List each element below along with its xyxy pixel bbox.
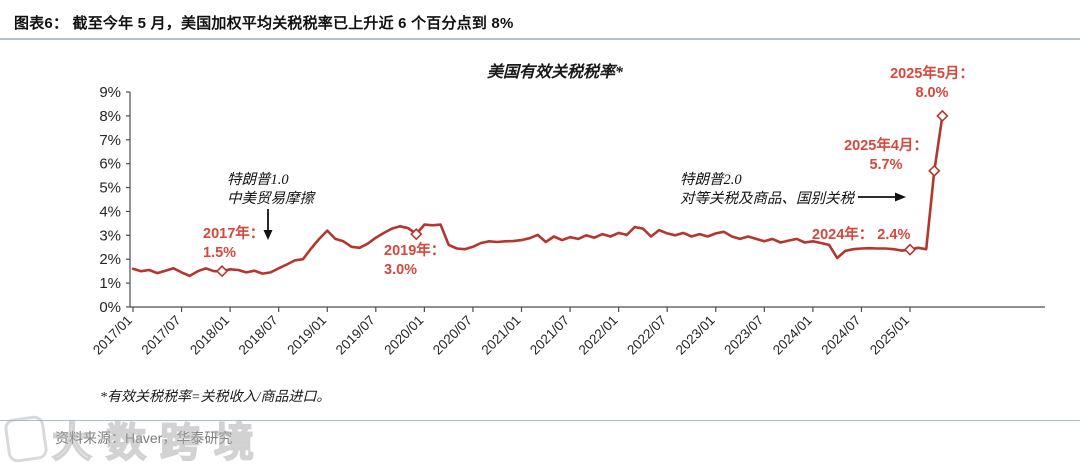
y-tick-label: 8%: [99, 108, 121, 125]
label-2024: 2024年： 2.4%: [812, 227, 911, 243]
x-tick-label: 2018/07: [236, 313, 281, 358]
label-2025-may-line2: 8.0%: [915, 85, 949, 101]
x-tick-label: 2024/01: [770, 313, 815, 358]
bottom-divider: [0, 420, 1080, 421]
x-tick-label: 2019/07: [333, 313, 378, 358]
annotation-trump2-line2: 对等关税及商品、国别关税: [680, 191, 854, 207]
label-2017-line1: 2017年：: [203, 226, 265, 242]
x-tick-label: 2021/01: [478, 313, 523, 358]
annotation-trump2-line1: 特朗普2.0: [680, 172, 742, 188]
x-tick-label: 2017/07: [139, 313, 184, 358]
label-2017: 2017年： 1.5%: [203, 225, 264, 263]
x-tick-label: 2023/07: [721, 313, 766, 358]
annotation-trump2: 特朗普2.0 对等关税及商品、国别关税: [680, 171, 854, 209]
x-tick-label: 2018/01: [187, 313, 232, 358]
annotation-trump1-line2: 中美贸易摩擦: [227, 191, 314, 207]
down-arrow-icon: [263, 230, 273, 240]
figure-header: 图表6： 截至今年 5 月，美国加权平均关税税率已上升近 6 个百分点到 8%: [14, 12, 1066, 33]
label-2019-line2: 3.0%: [384, 262, 418, 278]
data-point-marker: [410, 228, 423, 241]
x-tick-label: 2025/01: [867, 313, 912, 358]
data-point-marker: [936, 109, 949, 123]
label-2025-may-line1: 2025年5月：: [890, 66, 974, 82]
label-2025-may: 2025年5月： 8.0%: [872, 65, 992, 103]
label-2017-line2: 1.5%: [203, 245, 237, 261]
x-tick-label: 2020/01: [381, 313, 426, 358]
label-2019: 2019年： 3.0%: [384, 242, 445, 280]
x-tick-label: 2022/07: [624, 313, 669, 358]
y-tick-label: 2%: [99, 251, 121, 268]
y-tick-label: 3%: [99, 227, 121, 244]
annotation-trump1-line1: 特朗普1.0: [227, 172, 289, 188]
header-divider: [0, 38, 1080, 40]
x-tick-label: 2024/07: [818, 313, 863, 358]
figure-title: 图表6： 截至今年 5 月，美国加权平均关税税率已上升近 6 个百分点到 8%: [14, 15, 514, 32]
y-tick-label: 6%: [99, 156, 121, 173]
data-point-marker: [215, 265, 229, 278]
y-tick-label: 0%: [99, 299, 121, 316]
y-tick-label: 7%: [99, 132, 121, 149]
label-2025-apr: 2025年4月： 5.7%: [826, 137, 946, 175]
y-tick-label: 1%: [99, 275, 121, 292]
label-2025-apr-line1: 2025年4月：: [844, 138, 928, 154]
chart-title: 美国有效关税税率*: [486, 64, 623, 81]
source-text: 资料来源：Haver，华泰研究: [55, 430, 233, 446]
chart-footnote: *有效关税税率=关税收入/商品进口。: [100, 390, 331, 405]
x-tick-label: 2020/07: [430, 313, 475, 358]
data-point-marker: [903, 243, 917, 256]
x-tick-label: 2017/01: [90, 313, 135, 358]
annotation-trump1: 特朗普1.0 中美贸易摩擦: [227, 171, 314, 209]
x-tick-label: 2022/01: [576, 313, 621, 358]
data-point-marker: [928, 164, 941, 177]
label-2019-line1: 2019年：: [384, 243, 446, 259]
x-tick-label: 2023/01: [673, 313, 718, 358]
y-tick-label: 5%: [99, 180, 121, 197]
label-2025-apr-line2: 5.7%: [869, 157, 903, 173]
y-tick-label: 4%: [99, 203, 121, 220]
tariff-rate-line: [131, 114, 944, 278]
y-tick-label: 9%: [99, 84, 121, 101]
x-tick-label: 2019/01: [284, 313, 329, 358]
right-arrow-icon: [895, 192, 906, 202]
x-tick-label: 2021/07: [527, 313, 572, 358]
